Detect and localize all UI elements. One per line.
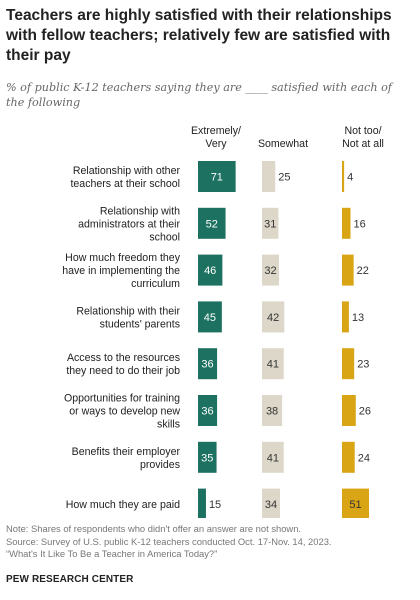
bar-1 bbox=[198, 488, 206, 518]
data-label: 16 bbox=[353, 218, 365, 230]
bar-1 bbox=[198, 161, 236, 192]
bar-3 bbox=[342, 395, 356, 426]
bar-1 bbox=[198, 301, 222, 333]
data-label: 22 bbox=[357, 265, 369, 277]
bar-2 bbox=[262, 441, 284, 473]
chart-subtitle: % of public K-12 teachers saying they ar… bbox=[6, 81, 392, 109]
category-label: Relationship with other teachers at their… bbox=[70, 165, 180, 190]
bar-2 bbox=[262, 488, 281, 518]
data-label: 32 bbox=[264, 265, 276, 277]
category-label: Benefits their employer provides bbox=[72, 446, 181, 471]
chart-notes: Note: Shares of respondents who didn't o… bbox=[6, 523, 414, 561]
category-label: Relationship with their students' parents bbox=[76, 305, 180, 330]
bar-chart: Extremely/Very Somewhat Not too/Not at all… bbox=[62, 125, 384, 518]
data-label: 13 bbox=[352, 312, 364, 324]
data-label: 38 bbox=[266, 406, 278, 418]
category-label: How much freedom they have in implementin… bbox=[62, 252, 180, 290]
data-label: 15 bbox=[209, 499, 221, 511]
bar-2 bbox=[262, 395, 283, 426]
bar-1 bbox=[198, 395, 218, 426]
data-label: 36 bbox=[201, 406, 213, 418]
data-label: 26 bbox=[359, 406, 371, 418]
bar-3 bbox=[342, 207, 351, 239]
bar-3 bbox=[342, 301, 349, 333]
chart-title: Teachers are highly satisfied with their… bbox=[6, 7, 392, 64]
category-label: Opportunities for training or ways to dev… bbox=[64, 393, 180, 431]
data-label: 25 bbox=[278, 172, 290, 184]
column-header-2: Somewhat bbox=[258, 138, 308, 150]
report-title-line: “What's It Like To Be a Teacher in Ameri… bbox=[6, 548, 218, 559]
bar-3 bbox=[342, 488, 370, 518]
data-label: 35 bbox=[201, 452, 213, 464]
bar-1 bbox=[198, 441, 217, 473]
data-label: 41 bbox=[267, 452, 279, 464]
bar-1 bbox=[198, 348, 218, 380]
category-label: Access to the resources they need to do t… bbox=[66, 352, 180, 377]
data-label: 52 bbox=[206, 218, 218, 230]
column-header-1: Extremely/Very bbox=[191, 125, 241, 150]
category-label: How much they are paid bbox=[66, 499, 180, 511]
data-label: 4 bbox=[347, 172, 353, 184]
data-label: 46 bbox=[204, 265, 216, 277]
data-label: 71 bbox=[211, 172, 223, 184]
bar-2 bbox=[262, 254, 279, 286]
bar-1 bbox=[198, 207, 226, 239]
brand-logo-text: PEW RESEARCH CENTER bbox=[6, 574, 134, 585]
data-label: 23 bbox=[357, 359, 369, 371]
column-header-3: Not too/Not at all bbox=[342, 125, 384, 150]
bar-1 bbox=[198, 254, 223, 286]
data-label: 36 bbox=[201, 359, 213, 371]
bar-3 bbox=[342, 348, 355, 380]
data-label: 34 bbox=[265, 499, 277, 511]
data-label: 45 bbox=[204, 312, 216, 324]
note-line: Note: Shares of respondents who didn't o… bbox=[6, 523, 302, 534]
data-label: 41 bbox=[267, 359, 279, 371]
data-label: 31 bbox=[264, 218, 276, 230]
bar-3 bbox=[342, 254, 354, 286]
data-label: 42 bbox=[267, 312, 279, 324]
data-label: 51 bbox=[349, 499, 361, 511]
category-label: Relationship with administrators at their… bbox=[78, 205, 180, 243]
bar-3 bbox=[342, 441, 355, 473]
bar-2 bbox=[262, 161, 276, 192]
source-line: Source: Survey of U.S. public K-12 teach… bbox=[6, 535, 332, 547]
bar-3 bbox=[342, 161, 345, 192]
bar-2 bbox=[262, 301, 285, 333]
bar-2 bbox=[262, 348, 284, 380]
data-label: 24 bbox=[358, 452, 370, 464]
bar-2 bbox=[262, 207, 279, 239]
